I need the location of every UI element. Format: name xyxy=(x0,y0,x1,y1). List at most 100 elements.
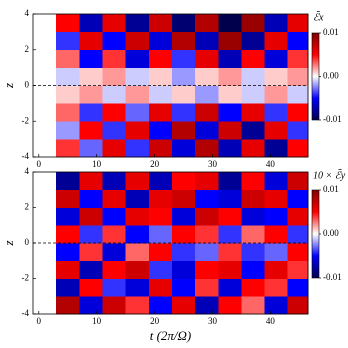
heat-cell xyxy=(195,189,219,208)
heat-cell xyxy=(171,121,196,140)
heat-cell xyxy=(195,49,219,68)
y-tick-label: 2 xyxy=(25,202,30,212)
heat-cell xyxy=(56,189,80,208)
heat-cell xyxy=(56,49,80,68)
x-tick-label: 40 xyxy=(266,159,276,169)
x-tick-label: 20 xyxy=(150,159,160,169)
heat-cell xyxy=(125,189,150,208)
heat-cell xyxy=(148,225,173,244)
colorbar-tick-label: 0.00 xyxy=(323,71,339,81)
x-tick-label: 0 xyxy=(37,316,42,326)
heat-cell xyxy=(56,85,80,104)
heat-cell xyxy=(33,207,57,226)
heat-cell xyxy=(241,243,265,262)
colorbar-label: ℰ̄x xyxy=(313,10,324,23)
heat-cell xyxy=(195,296,219,315)
heat-cell xyxy=(125,243,150,262)
heat-cell xyxy=(171,14,196,33)
heat-cell xyxy=(102,67,126,86)
heat-cell xyxy=(287,225,309,244)
colorbar-tick-label: 0.00 xyxy=(323,228,339,238)
heat-cell xyxy=(241,31,265,51)
heat-cell xyxy=(195,31,219,51)
heat-cell xyxy=(264,296,289,315)
heat-cell xyxy=(264,278,289,297)
heat-cell xyxy=(287,14,309,33)
x-axis-label: t (2π/Ω) xyxy=(150,328,192,343)
heat-cell xyxy=(195,85,219,104)
heat-cell xyxy=(171,260,196,279)
heat-cell xyxy=(102,260,126,279)
heat-cell xyxy=(102,172,126,191)
heat-cell xyxy=(287,139,309,158)
heat-cell xyxy=(125,14,150,33)
heat-cell xyxy=(125,31,150,51)
heat-cell xyxy=(287,189,309,208)
heat-cell xyxy=(102,103,126,122)
heat-cell xyxy=(287,260,309,279)
heat-cell xyxy=(241,278,265,297)
heat-cell xyxy=(148,278,173,297)
heat-cell xyxy=(241,225,265,244)
heat-cell xyxy=(33,225,57,244)
heat-cell xyxy=(171,207,196,226)
heat-cell xyxy=(79,207,103,226)
heat-cell xyxy=(148,31,173,51)
heat-cell xyxy=(241,103,265,122)
heat-cell xyxy=(287,121,309,140)
x-tick-label: 40 xyxy=(266,316,276,326)
heat-cell xyxy=(171,49,196,68)
heat-cell xyxy=(102,85,126,104)
x-tick-label: 20 xyxy=(150,316,160,326)
heat-cell xyxy=(195,139,219,158)
heat-cell xyxy=(102,296,126,315)
y-axis-label: z xyxy=(1,83,16,89)
heat-cell xyxy=(79,139,103,158)
heat-cell xyxy=(102,49,126,68)
heat-cell xyxy=(287,296,309,315)
heat-cell xyxy=(125,296,150,315)
heat-cell xyxy=(148,67,173,86)
heat-cell xyxy=(33,67,57,86)
heat-cell xyxy=(79,67,103,86)
y-tick-label: 4 xyxy=(25,166,30,176)
heat-cell xyxy=(218,278,242,297)
colorbar-tick-label: 0.01 xyxy=(323,184,339,194)
heat-cell xyxy=(195,67,219,86)
heat-cell xyxy=(56,14,80,33)
heat-cell xyxy=(218,296,242,315)
heat-cell xyxy=(79,225,103,244)
heat-cell xyxy=(79,103,103,122)
heat-cell xyxy=(241,296,265,315)
heat-cell xyxy=(264,103,289,122)
heat-cell xyxy=(171,172,196,191)
heat-cell xyxy=(241,172,265,191)
heat-cell xyxy=(171,103,196,122)
heat-cell xyxy=(79,189,103,208)
heat-cell xyxy=(56,139,80,158)
y-tick-label: 4 xyxy=(25,8,30,18)
colorbar xyxy=(311,189,320,279)
y-tick-label: -2 xyxy=(22,273,30,283)
heat-cell xyxy=(195,121,219,140)
colorbar xyxy=(311,32,320,121)
heat-cell xyxy=(195,278,219,297)
heat-cell xyxy=(171,139,196,158)
heat-cell xyxy=(218,14,242,33)
heat-cell xyxy=(241,67,265,86)
heat-cell xyxy=(171,31,196,51)
y-tick-label: -2 xyxy=(22,115,30,125)
heat-cell xyxy=(102,243,126,262)
heat-cell xyxy=(218,49,242,68)
heat-cell xyxy=(264,260,289,279)
heat-cell xyxy=(264,243,289,262)
x-tick-label: 10 xyxy=(92,159,102,169)
heat-cell xyxy=(79,243,103,262)
heat-cell xyxy=(125,172,150,191)
heat-cell xyxy=(33,139,57,158)
heat-cell xyxy=(125,139,150,158)
heat-cell xyxy=(241,139,265,158)
heat-cell xyxy=(287,278,309,297)
heat-cell xyxy=(148,14,173,33)
heat-cell xyxy=(264,172,289,191)
